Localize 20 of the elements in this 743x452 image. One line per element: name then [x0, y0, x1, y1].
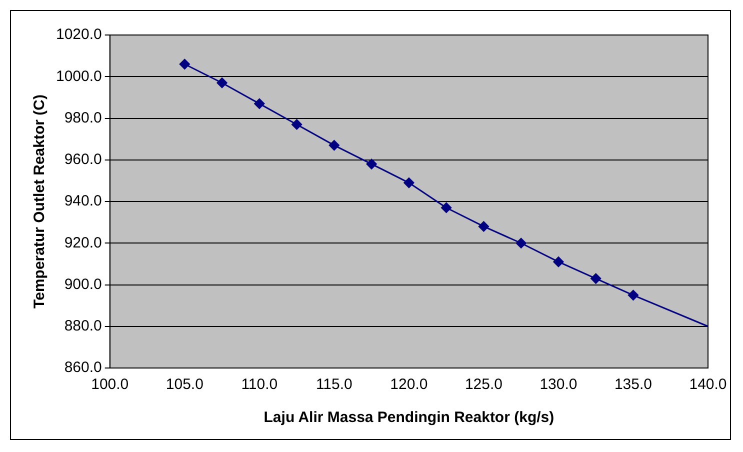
y-axis-title: Temperatur Outlet Reaktor (C)	[31, 94, 48, 308]
x-tick-label: 135.0	[614, 376, 652, 394]
y-tick-label: 880.0	[64, 318, 102, 335]
x-tick-label: 140.0	[689, 376, 727, 394]
x-tick-label: 115.0	[316, 376, 352, 394]
y-tick-label: 1000.0	[56, 68, 102, 85]
y-tick-label: 960.0	[64, 151, 102, 168]
y-tick-label: 1020.0	[56, 26, 102, 44]
x-tick-label: 105.0	[166, 376, 204, 394]
y-tick-label: 900.0	[64, 276, 102, 293]
x-axis-title: Laju Alir Massa Pendingin Reaktor (kg/s)	[264, 409, 554, 426]
y-tick-label: 980.0	[64, 109, 102, 126]
y-tick-label: 940.0	[64, 192, 102, 210]
y-tick-label: 860.0	[64, 359, 102, 376]
y-tick-label: 920.0	[64, 234, 102, 252]
x-tick-label: 130.0	[540, 376, 578, 394]
x-tick-label: 100.0	[91, 376, 129, 394]
x-tick-label: 120.0	[390, 376, 428, 394]
x-tick-label: 125.0	[464, 376, 502, 394]
x-tick-label: 110.0	[241, 376, 278, 394]
